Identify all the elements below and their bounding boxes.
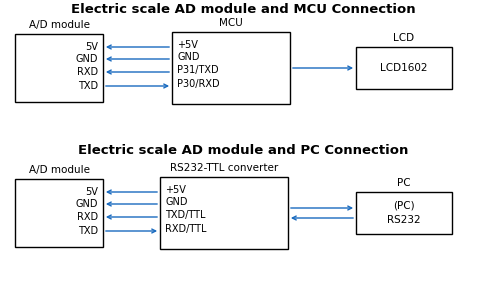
Text: GND: GND <box>177 52 199 62</box>
Text: PC: PC <box>397 178 411 188</box>
Text: +5V: +5V <box>177 40 198 50</box>
Bar <box>356 192 452 234</box>
Text: P30/RXD: P30/RXD <box>177 79 220 89</box>
Text: 5V: 5V <box>85 42 98 52</box>
Text: TXD: TXD <box>78 81 98 91</box>
Text: RXD/TTL: RXD/TTL <box>165 224 207 234</box>
Text: RXD: RXD <box>77 212 98 222</box>
Text: TXD: TXD <box>78 226 98 236</box>
Text: Electric scale AD module and MCU Connection: Electric scale AD module and MCU Connect… <box>70 3 416 16</box>
Text: P31/TXD: P31/TXD <box>177 65 219 75</box>
Bar <box>172 32 290 104</box>
Text: GND: GND <box>75 199 98 209</box>
Text: MCU: MCU <box>219 18 243 28</box>
Text: 5V: 5V <box>85 187 98 197</box>
Text: GND: GND <box>165 197 188 207</box>
Text: RXD: RXD <box>77 67 98 77</box>
Text: A/D module: A/D module <box>29 20 89 30</box>
Text: Electric scale AD module and PC Connection: Electric scale AD module and PC Connecti… <box>78 144 408 157</box>
Bar <box>356 47 452 89</box>
Text: (PC)
RS232: (PC) RS232 <box>387 201 421 225</box>
Text: LCD: LCD <box>394 33 415 43</box>
Text: TXD/TTL: TXD/TTL <box>165 210 206 220</box>
Text: LCD1602: LCD1602 <box>380 63 428 73</box>
Text: RS232-TTL converter: RS232-TTL converter <box>170 163 278 173</box>
Text: GND: GND <box>75 54 98 64</box>
Text: A/D module: A/D module <box>29 165 89 175</box>
Bar <box>160 177 288 249</box>
Text: +5V: +5V <box>165 185 186 195</box>
Bar <box>15 179 103 247</box>
Bar <box>15 34 103 102</box>
